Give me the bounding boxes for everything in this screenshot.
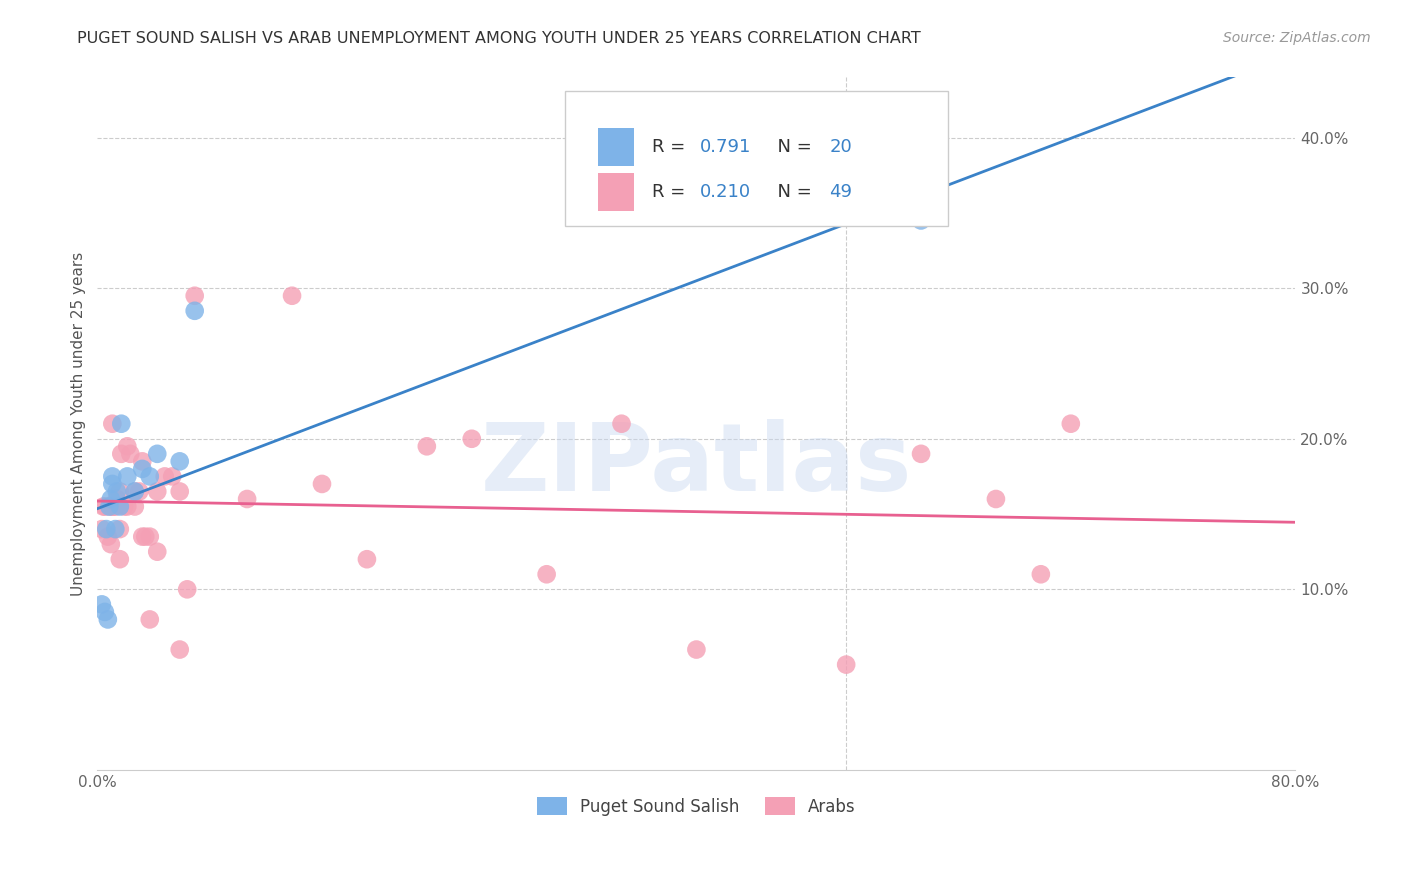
Text: R =: R = bbox=[652, 137, 692, 156]
Point bbox=[117, 439, 139, 453]
Point bbox=[104, 522, 127, 536]
Point bbox=[108, 552, 131, 566]
Point bbox=[461, 432, 484, 446]
Point bbox=[108, 522, 131, 536]
Point bbox=[110, 447, 132, 461]
Point bbox=[984, 491, 1007, 506]
Point bbox=[685, 642, 707, 657]
Y-axis label: Unemployment Among Youth under 25 years: Unemployment Among Youth under 25 years bbox=[72, 252, 86, 596]
Text: 20: 20 bbox=[830, 137, 852, 156]
Point bbox=[101, 477, 124, 491]
Text: 49: 49 bbox=[830, 183, 852, 201]
Text: R =: R = bbox=[652, 183, 692, 201]
Point bbox=[94, 605, 117, 619]
Point bbox=[131, 454, 153, 468]
Point bbox=[124, 484, 146, 499]
Point bbox=[97, 530, 120, 544]
Point bbox=[117, 469, 139, 483]
Point bbox=[90, 522, 112, 536]
Point bbox=[311, 477, 333, 491]
Point bbox=[131, 530, 153, 544]
Text: ZIPatlas: ZIPatlas bbox=[481, 419, 912, 511]
Point bbox=[100, 491, 122, 506]
Point bbox=[98, 500, 121, 514]
Point bbox=[105, 484, 128, 499]
Point bbox=[910, 213, 932, 227]
Text: 0.791: 0.791 bbox=[700, 137, 751, 156]
Point bbox=[108, 500, 131, 514]
Point bbox=[146, 484, 169, 499]
Point bbox=[124, 500, 146, 514]
Point bbox=[183, 303, 205, 318]
Point bbox=[416, 439, 439, 453]
Point bbox=[139, 530, 162, 544]
Point bbox=[1029, 567, 1052, 582]
Point bbox=[169, 484, 191, 499]
Point bbox=[169, 454, 191, 468]
Point bbox=[100, 537, 122, 551]
Point bbox=[105, 491, 128, 506]
Text: Source: ZipAtlas.com: Source: ZipAtlas.com bbox=[1223, 31, 1371, 45]
Point bbox=[134, 530, 156, 544]
Point bbox=[101, 469, 124, 483]
Point bbox=[236, 491, 259, 506]
Point bbox=[139, 469, 162, 483]
Point bbox=[112, 500, 135, 514]
FancyBboxPatch shape bbox=[598, 173, 634, 211]
Point bbox=[160, 469, 183, 483]
Point bbox=[176, 582, 198, 597]
Legend: Puget Sound Salish, Arabs: Puget Sound Salish, Arabs bbox=[529, 789, 865, 824]
Point bbox=[98, 500, 121, 514]
Point bbox=[108, 484, 131, 499]
Point bbox=[183, 289, 205, 303]
Point bbox=[103, 500, 125, 514]
Point bbox=[110, 417, 132, 431]
Point bbox=[153, 469, 176, 483]
Point bbox=[124, 484, 146, 499]
FancyBboxPatch shape bbox=[565, 91, 948, 227]
Point bbox=[356, 552, 378, 566]
Point bbox=[146, 447, 169, 461]
Point bbox=[610, 417, 633, 431]
Point bbox=[94, 500, 117, 514]
Text: PUGET SOUND SALISH VS ARAB UNEMPLOYMENT AMONG YOUTH UNDER 25 YEARS CORRELATION C: PUGET SOUND SALISH VS ARAB UNEMPLOYMENT … bbox=[77, 31, 921, 46]
Text: N =: N = bbox=[766, 183, 817, 201]
Point bbox=[90, 598, 112, 612]
Point bbox=[97, 612, 120, 626]
Point bbox=[910, 447, 932, 461]
FancyBboxPatch shape bbox=[598, 128, 634, 166]
Point bbox=[120, 447, 142, 461]
Point bbox=[835, 657, 858, 672]
Point bbox=[104, 500, 127, 514]
Point bbox=[536, 567, 558, 582]
Point bbox=[93, 500, 115, 514]
Point bbox=[169, 642, 191, 657]
Point bbox=[101, 417, 124, 431]
Point bbox=[96, 522, 118, 536]
Point bbox=[1060, 417, 1083, 431]
Text: N =: N = bbox=[766, 137, 817, 156]
Point bbox=[128, 484, 150, 499]
Point bbox=[146, 544, 169, 558]
Point bbox=[101, 500, 124, 514]
Point bbox=[281, 289, 304, 303]
Text: 0.210: 0.210 bbox=[700, 183, 751, 201]
Point bbox=[139, 612, 162, 626]
Point bbox=[117, 500, 139, 514]
Point bbox=[131, 462, 153, 476]
